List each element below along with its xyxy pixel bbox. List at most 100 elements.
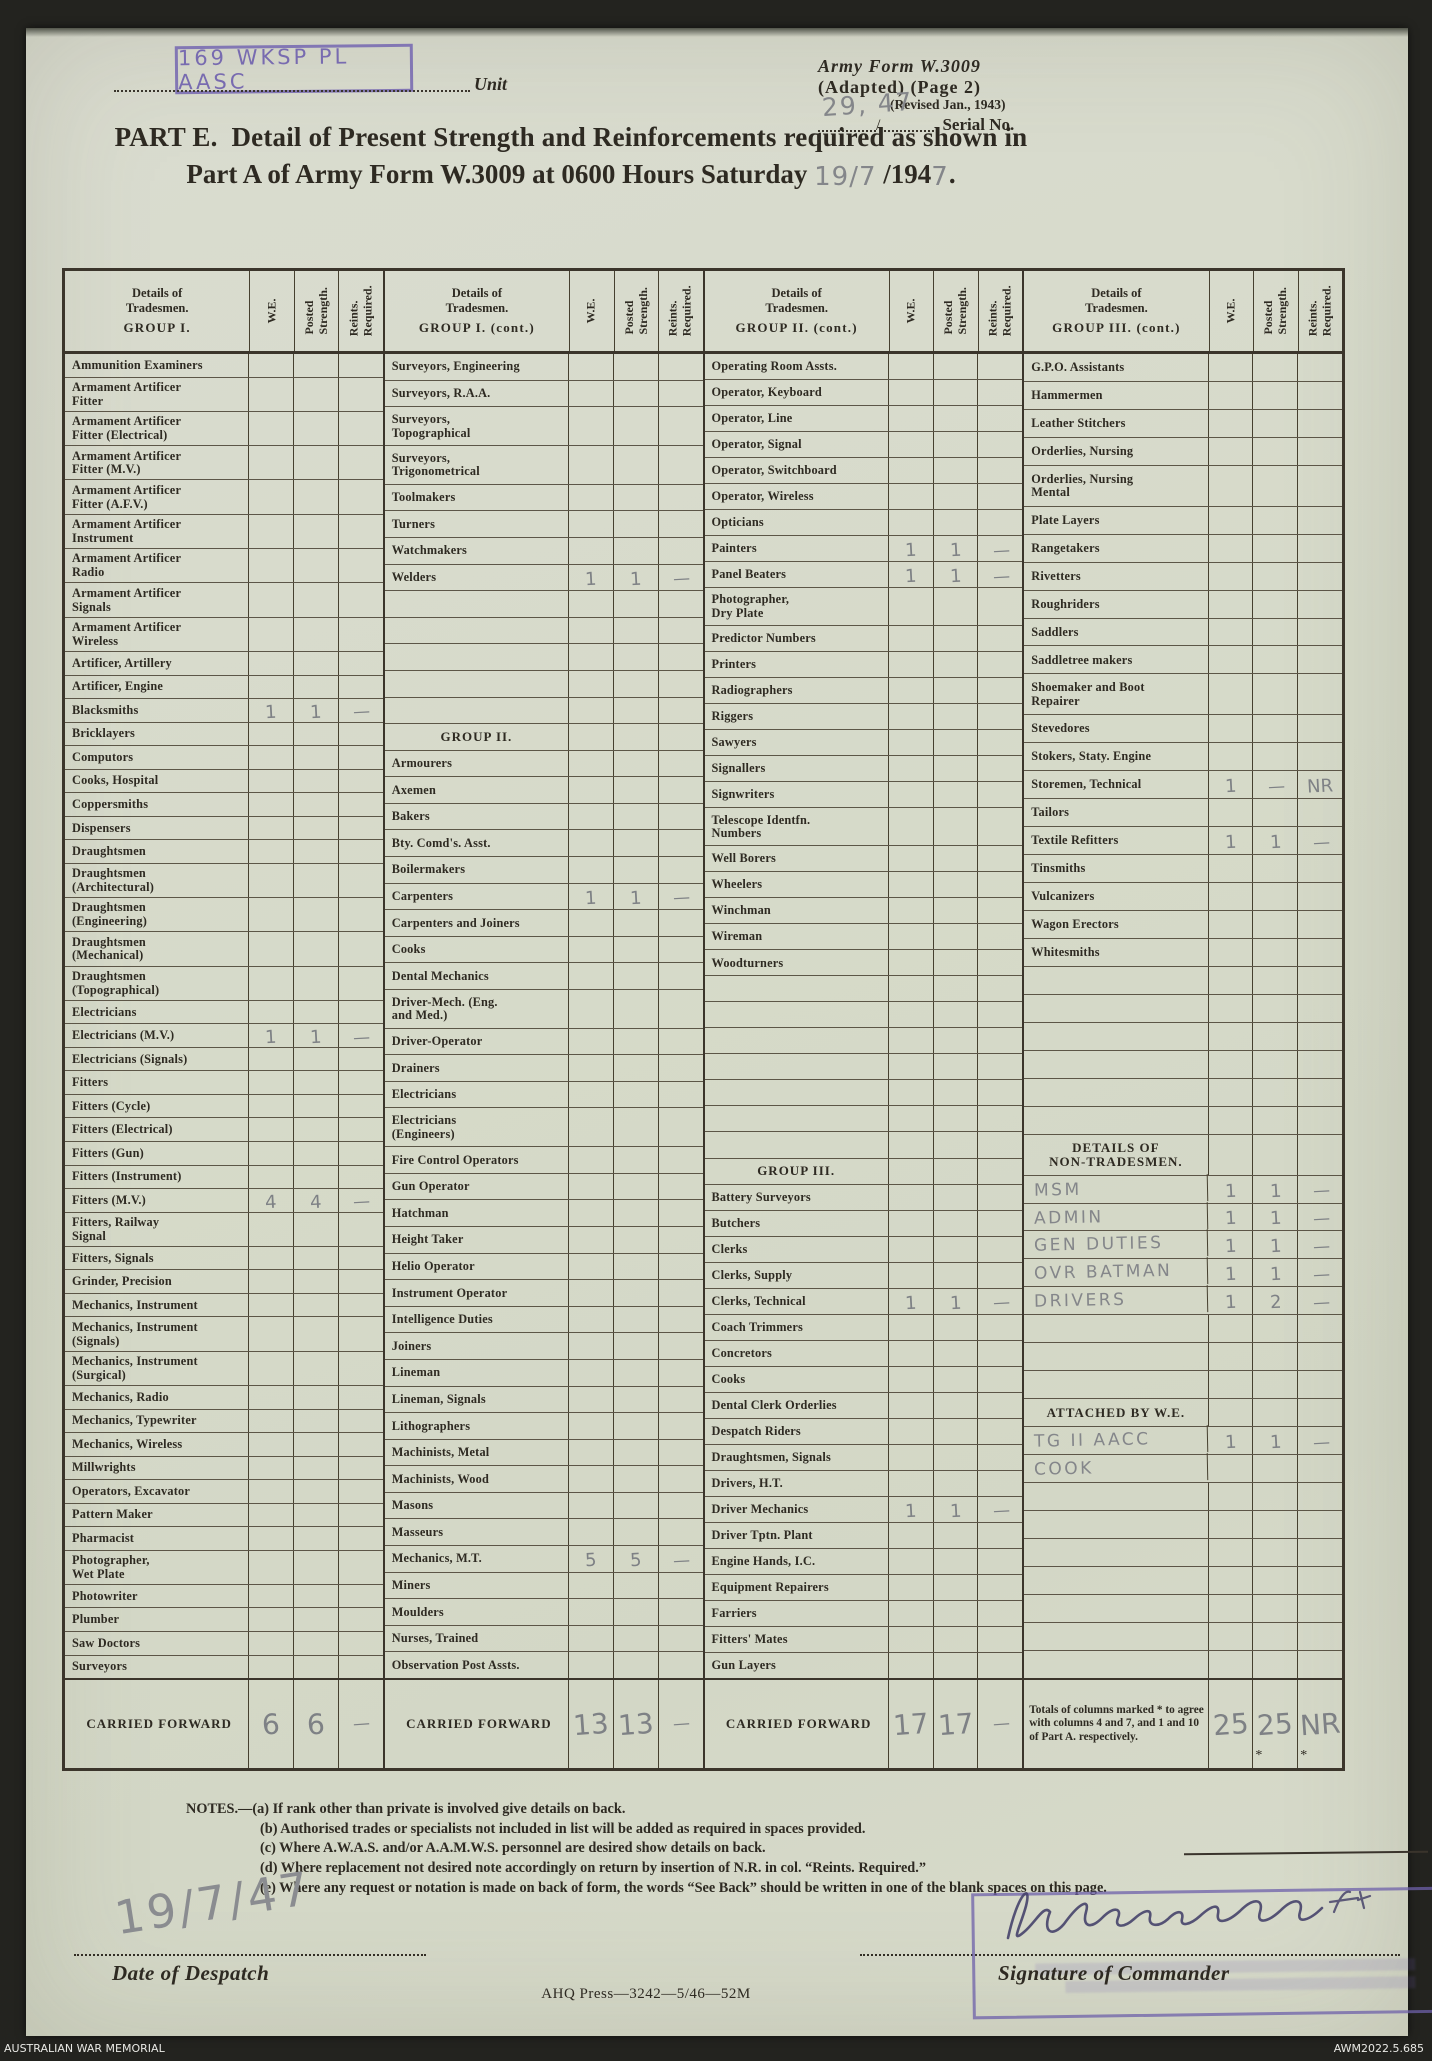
we-cell xyxy=(249,932,295,966)
reints-cell xyxy=(978,924,1022,949)
trade-label: Millwrights xyxy=(65,1456,250,1480)
we-cell xyxy=(569,1081,614,1108)
we-cell xyxy=(1209,354,1254,381)
handwritten-value: — xyxy=(352,1027,369,1049)
reints-cell xyxy=(339,932,383,965)
we-cell xyxy=(249,1000,295,1024)
reints-cell: — xyxy=(978,562,1022,587)
posted-cell xyxy=(294,1142,339,1165)
we-cell xyxy=(569,697,614,724)
handwritten-value: — xyxy=(1312,1236,1329,1258)
rotated-header-text: Reints. Required. xyxy=(665,285,694,337)
posted-cell xyxy=(294,1118,339,1141)
trade-label: Riggers xyxy=(705,704,889,730)
posted-strength-column-header: Posted Strength. xyxy=(295,271,340,351)
reints-cell xyxy=(659,777,703,803)
we-cell xyxy=(569,1227,614,1253)
rotated-header-text: W.E. xyxy=(264,298,279,324)
note-e: (e) Where any request or notation is mad… xyxy=(260,1879,1107,1896)
blank-row xyxy=(384,617,703,645)
reints-cell xyxy=(978,872,1022,897)
handwritten-value: 1 xyxy=(1224,1431,1237,1454)
posted-cell xyxy=(934,1548,979,1574)
table-row: Rangetakers xyxy=(1024,534,1342,563)
handwritten-value: 1 xyxy=(1224,1180,1237,1202)
trade-label: Fitters (Electrical) xyxy=(65,1118,250,1141)
we-cell xyxy=(889,1652,934,1678)
trade-label xyxy=(1024,1510,1209,1538)
posted-cell xyxy=(294,583,339,617)
table-row: Toolmakers xyxy=(384,484,703,512)
table-row: Mechanics, Wireless xyxy=(65,1433,383,1457)
table-row: Surveyors, Engineering xyxy=(384,354,703,381)
we-cell xyxy=(889,458,934,484)
we-cell xyxy=(1209,938,1254,966)
we-cell xyxy=(1209,534,1254,562)
handwritten-value: 1 xyxy=(904,539,918,562)
posted-cell xyxy=(614,484,659,511)
reints-cell xyxy=(659,1387,703,1413)
posted-cell xyxy=(1253,1078,1299,1106)
header-line: GROUP I. xyxy=(123,320,191,336)
reints-cell xyxy=(978,678,1022,703)
reints-cell xyxy=(339,840,383,863)
trade-label: Wheelers xyxy=(705,872,889,898)
reints-cell: — xyxy=(1298,1427,1342,1454)
trade-label: Draughtsmen (Topographical) xyxy=(65,966,250,1000)
table-row: Clerks, Supply xyxy=(704,1262,1023,1289)
blank-row xyxy=(1024,1078,1342,1107)
reints-cell xyxy=(659,1055,703,1081)
we-cell xyxy=(889,730,934,756)
signature-svg xyxy=(1006,1890,1372,1940)
blank-row xyxy=(1024,1022,1342,1051)
table-row: Ammunition Examiners xyxy=(65,354,383,378)
posted-cell xyxy=(1253,1622,1299,1650)
group-body: Operating Room Assts. Operator, Keyboard O… xyxy=(704,354,1023,1678)
reints-cell xyxy=(339,1118,383,1141)
trade-label xyxy=(1024,966,1209,994)
reints-cell xyxy=(339,354,383,377)
posted-cell: 1 xyxy=(1253,1175,1299,1203)
table-row: Fitters (Gun) xyxy=(65,1142,383,1166)
posted-cell xyxy=(934,626,979,652)
table-row: Concretors xyxy=(704,1340,1023,1367)
reints-cell xyxy=(659,963,703,989)
we-cell xyxy=(889,406,934,432)
posted-cell xyxy=(614,591,659,617)
posted-cell xyxy=(294,1293,339,1317)
posted-cell xyxy=(934,1236,979,1262)
carried-forward-label: CARRIED FORWARD xyxy=(385,1680,570,1768)
table-row: Electricians (Engineers) xyxy=(384,1108,703,1148)
form-adapted-page: (Adapted) (Page 2) xyxy=(818,76,981,97)
reints-cell xyxy=(1298,410,1342,437)
reints-cell xyxy=(1298,1595,1342,1622)
posted-cell xyxy=(614,1492,659,1519)
we-cell xyxy=(1209,674,1254,715)
reints-cell xyxy=(339,378,383,411)
we-cell: 1 xyxy=(569,564,614,591)
details-of-tradesmen-header: Details of Tradesmen. GROUP I. (cont.) xyxy=(385,271,571,351)
reints-cell xyxy=(978,380,1022,405)
posted-cell xyxy=(1253,883,1299,911)
table-row: Armament Artificer Fitter (M.V.) xyxy=(65,446,383,481)
posted-cell xyxy=(614,1333,659,1359)
posted-cell xyxy=(294,746,339,769)
details-of-tradesmen-header: Details of Tradesmen. GROUP III. (cont.) xyxy=(1024,271,1210,351)
reints-cell xyxy=(978,1237,1022,1262)
reints-cell xyxy=(978,1601,1022,1626)
trade-label: Predictor Numbers xyxy=(705,626,889,652)
posted-cell xyxy=(614,1625,659,1652)
rotated-header-text: Posted Strength. xyxy=(301,287,330,335)
blank-row xyxy=(1024,1483,1342,1511)
posted-cell xyxy=(614,936,659,963)
trade-label: Intelligence Duties xyxy=(385,1306,570,1333)
reints-cell: NR xyxy=(1298,771,1342,798)
trade-label: Artificer, Artillery xyxy=(65,652,250,675)
table-row: Operator, Keyboard xyxy=(704,380,1023,407)
trade-label: Signwriters xyxy=(705,782,889,808)
handwritten-value: 4 xyxy=(309,1191,323,1214)
trade-label: Operator, Line xyxy=(705,406,889,432)
group-header: Details of Tradesmen. GROUP III. (cont.) W.… xyxy=(1024,271,1342,354)
we-cell xyxy=(569,1333,614,1359)
we-cell xyxy=(249,769,295,793)
